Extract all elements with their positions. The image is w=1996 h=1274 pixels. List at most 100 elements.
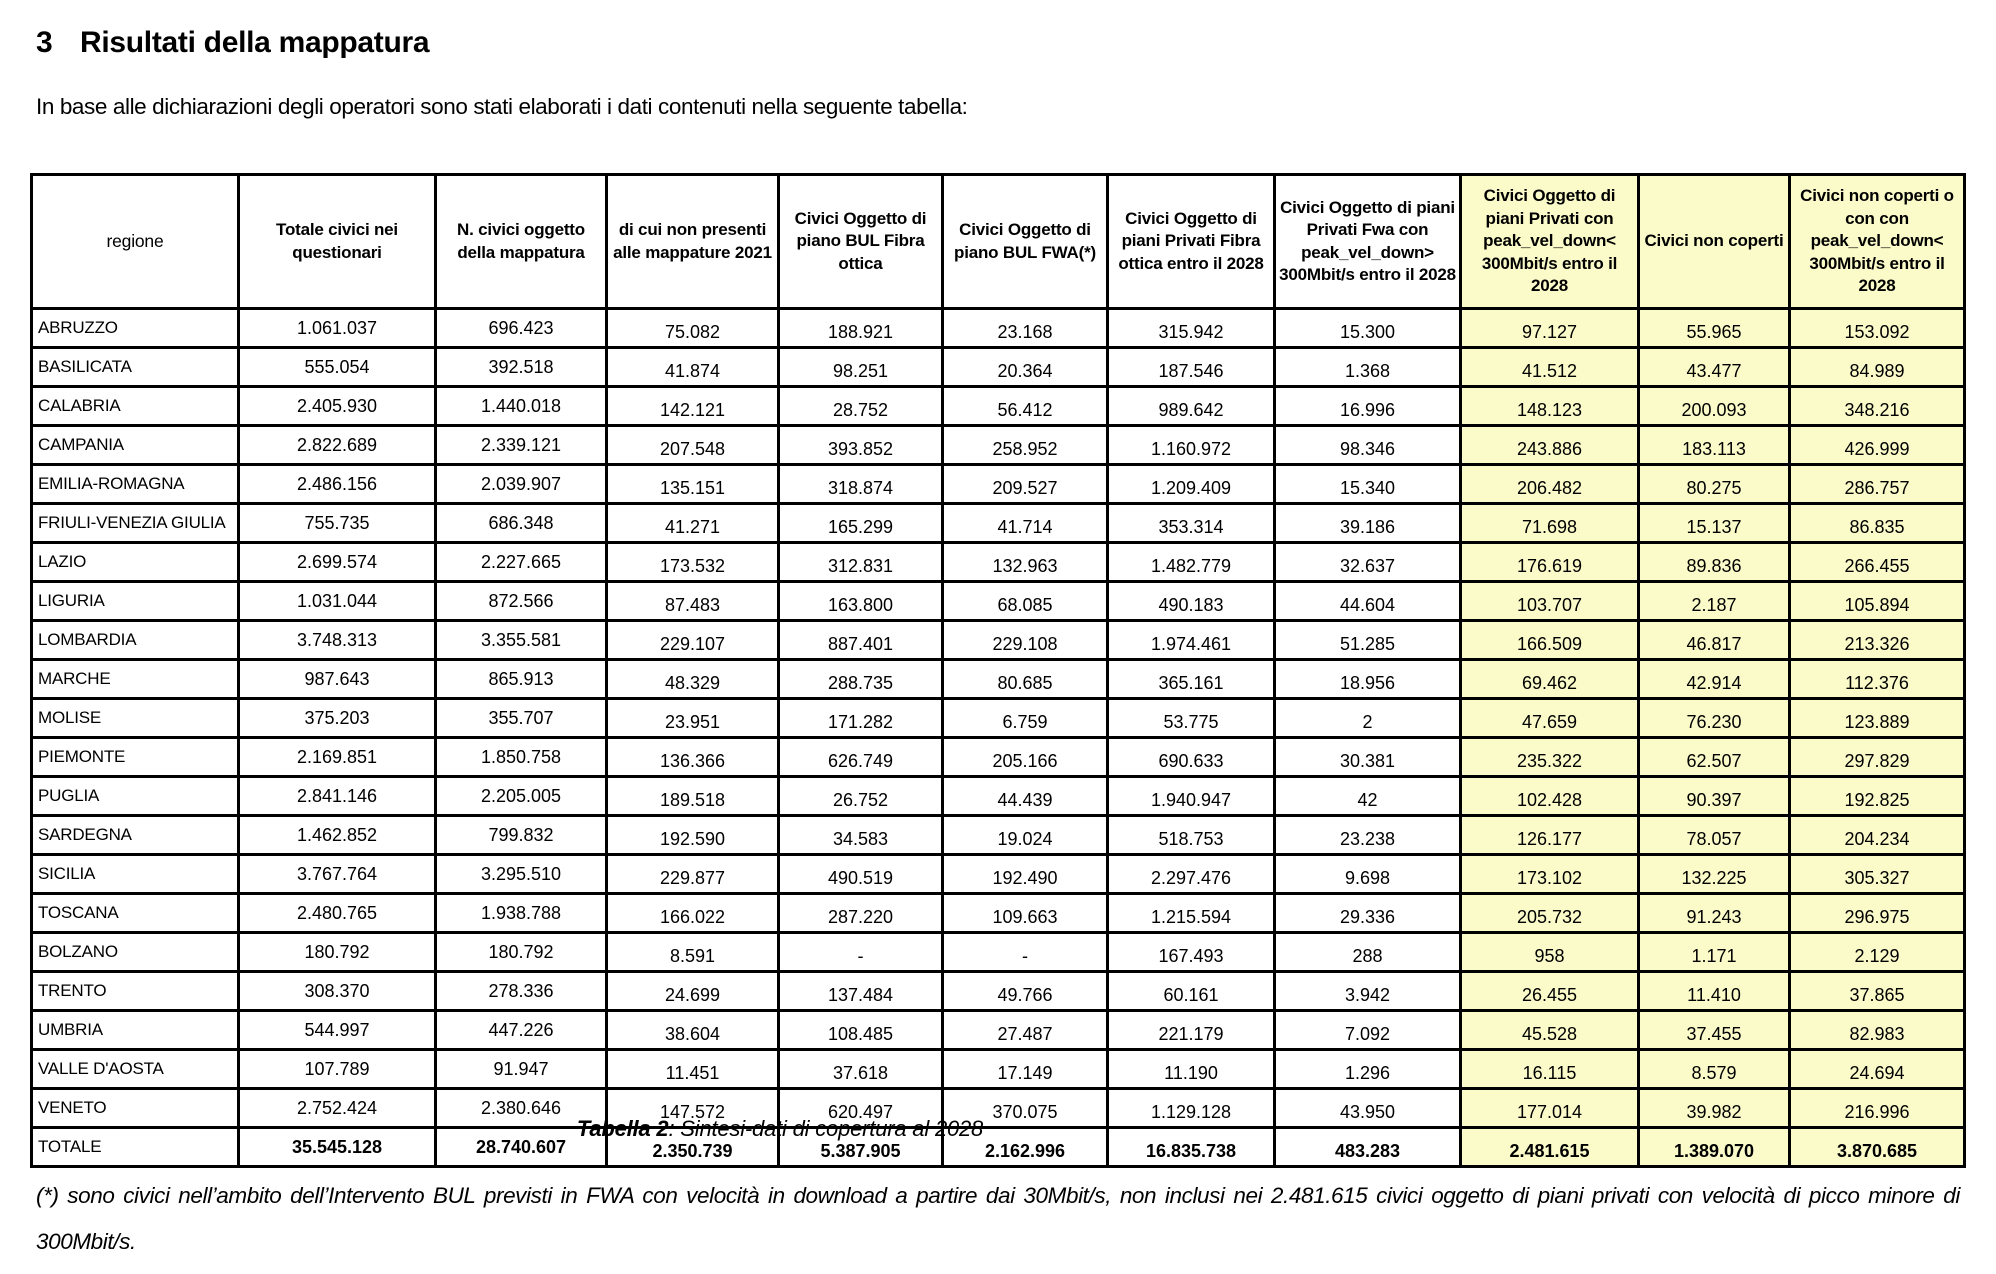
value-cell: 2.380.646 — [434, 1087, 608, 1129]
value-cell: 2.187 — [1637, 580, 1791, 622]
value-cell: 3.295.510 — [434, 853, 608, 895]
value-cell: 987.643 — [237, 658, 437, 700]
value-cell: 1.389.070 — [1637, 1126, 1791, 1168]
value-cell: 447.226 — [434, 1009, 608, 1051]
value-cell: 26.455 — [1459, 970, 1640, 1012]
value-cell: 47.659 — [1459, 697, 1640, 739]
value-cell: 189.518 — [605, 775, 780, 817]
value-cell: 1.296 — [1273, 1048, 1462, 1090]
value-cell: 15.300 — [1273, 307, 1462, 349]
value-cell: 126.177 — [1459, 814, 1640, 856]
value-cell: 15.340 — [1273, 463, 1462, 505]
table-row: LAZIO 2.699.574 2.227.665 173.532 312.831 132… — [30, 541, 1966, 583]
value-cell: 82.983 — [1788, 1009, 1966, 1051]
table-row: PIEMONTE 2.169.851 1.850.758 136.366 626.749… — [30, 736, 1966, 778]
value-cell: - — [941, 931, 1109, 973]
value-cell: 686.348 — [434, 502, 608, 544]
value-cell: 16.835.738 — [1106, 1126, 1276, 1168]
value-cell: 107.789 — [237, 1048, 437, 1090]
value-cell: 209.527 — [941, 463, 1109, 505]
table-row: MOLISE 375.203 355.707 23.951 171.282 6.759 53… — [30, 697, 1966, 739]
value-cell: 23.238 — [1273, 814, 1462, 856]
value-cell: 136.366 — [605, 736, 780, 778]
region-cell: VENETO — [30, 1087, 240, 1129]
value-cell: 46.817 — [1637, 619, 1791, 661]
value-cell: 288 — [1273, 931, 1462, 973]
value-cell: 3.767.764 — [237, 853, 437, 895]
value-cell: 3.355.581 — [434, 619, 608, 661]
value-cell: 43.477 — [1637, 346, 1791, 388]
value-cell: 278.336 — [434, 970, 608, 1012]
table-caption-label: Tabella 2 — [576, 1116, 669, 1141]
table-row: LOMBARDIA 3.748.313 3.355.581 229.107 887.40… — [30, 619, 1966, 661]
value-cell: 173.102 — [1459, 853, 1640, 895]
value-cell: 42 — [1273, 775, 1462, 817]
value-cell: 192.825 — [1788, 775, 1966, 817]
value-cell: 112.376 — [1788, 658, 1966, 700]
column-header: Civici Oggetto di piano BUL FWA(*) — [941, 173, 1109, 310]
value-cell: 426.999 — [1788, 424, 1966, 466]
value-cell: 180.792 — [237, 931, 437, 973]
column-header: di cui non presenti alle mappature 2021 — [605, 173, 780, 310]
section-title-text: Risultati della mappatura — [80, 26, 430, 59]
value-cell: 235.322 — [1459, 736, 1640, 778]
value-cell: 2.486.156 — [237, 463, 437, 505]
value-cell: 108.485 — [777, 1009, 944, 1051]
value-cell: 286.757 — [1788, 463, 1966, 505]
value-cell: 171.282 — [777, 697, 944, 739]
value-cell: 78.057 — [1637, 814, 1791, 856]
value-cell: 42.914 — [1637, 658, 1791, 700]
value-cell: 37.618 — [777, 1048, 944, 1090]
value-cell: 11.410 — [1637, 970, 1791, 1012]
value-cell: 200.093 — [1637, 385, 1791, 427]
value-cell: 318.874 — [777, 463, 944, 505]
value-cell: 166.022 — [605, 892, 780, 934]
value-cell: 2.699.574 — [237, 541, 437, 583]
region-cell: PUGLIA — [30, 775, 240, 817]
value-cell: 20.364 — [941, 346, 1109, 388]
value-cell: 287.220 — [777, 892, 944, 934]
region-cell: TOTALE — [30, 1126, 240, 1168]
value-cell: 1.482.779 — [1106, 541, 1276, 583]
value-cell: 41.512 — [1459, 346, 1640, 388]
value-cell: 2.339.121 — [434, 424, 608, 466]
value-cell: 91.243 — [1637, 892, 1791, 934]
value-cell: 1.209.409 — [1106, 463, 1276, 505]
value-cell: 696.423 — [434, 307, 608, 349]
value-cell: 176.619 — [1459, 541, 1640, 583]
value-cell: 2.350.739 — [605, 1126, 780, 1168]
value-cell: 229.108 — [941, 619, 1109, 661]
value-cell: 87.483 — [605, 580, 780, 622]
value-cell: 1.061.037 — [237, 307, 437, 349]
value-cell: 55.965 — [1637, 307, 1791, 349]
region-cell: LOMBARDIA — [30, 619, 240, 661]
table-row: SICILIA 3.767.764 3.295.510 229.877 490.519 1… — [30, 853, 1966, 895]
value-cell: 1.031.044 — [237, 580, 437, 622]
region-cell: ABRUZZO — [30, 307, 240, 349]
value-cell: 192.490 — [941, 853, 1109, 895]
value-cell: 2.162.996 — [941, 1126, 1109, 1168]
value-cell: 166.509 — [1459, 619, 1640, 661]
region-cell: SARDEGNA — [30, 814, 240, 856]
table-row: BOLZANO 180.792 180.792 8.591- -167.493 288 95… — [30, 931, 1966, 973]
table-row: BASILICATA 555.054 392.518 41.874 98.251 20.3… — [30, 346, 1966, 388]
value-cell: 109.663 — [941, 892, 1109, 934]
column-header: Civici Oggetto di piani Privati Fwa con … — [1273, 173, 1462, 310]
value-cell: 123.889 — [1788, 697, 1966, 739]
region-cell: UMBRIA — [30, 1009, 240, 1051]
value-cell: 297.829 — [1788, 736, 1966, 778]
value-cell: 51.285 — [1273, 619, 1462, 661]
value-cell: 91.947 — [434, 1048, 608, 1090]
value-cell: 103.707 — [1459, 580, 1640, 622]
column-header: Civici Oggetto di piano BUL Fibra ottica — [777, 173, 944, 310]
value-cell: 38.604 — [605, 1009, 780, 1051]
table-row: SARDEGNA 1.462.852 799.832 192.590 34.583 19.… — [30, 814, 1966, 856]
region-cell: TOSCANA — [30, 892, 240, 934]
region-cell: MARCHE — [30, 658, 240, 700]
value-cell: 180.792 — [434, 931, 608, 973]
table-row: UMBRIA 544.997 447.226 38.604 108.485 27.487 2… — [30, 1009, 1966, 1051]
value-cell: 39.186 — [1273, 502, 1462, 544]
value-cell: 7.092 — [1273, 1009, 1462, 1051]
value-cell: 69.462 — [1459, 658, 1640, 700]
